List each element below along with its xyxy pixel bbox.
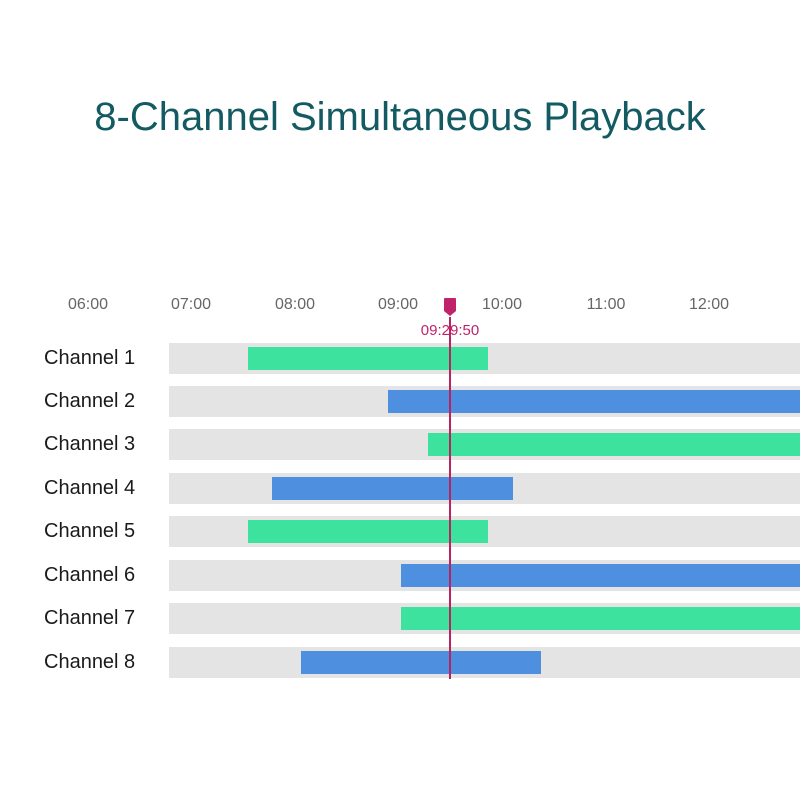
recording-segment[interactable] <box>401 607 800 630</box>
recording-segment[interactable] <box>248 347 488 370</box>
tick-label: 08:00 <box>274 296 316 313</box>
channel-label: Channel 1 <box>44 347 136 369</box>
tick-label: 06:00 <box>67 296 109 313</box>
tick-label: 07:00 <box>170 296 212 313</box>
playhead-marker-icon[interactable] <box>444 298 456 316</box>
channel-track[interactable] <box>169 516 800 547</box>
page-title: 8-Channel Simultaneous Playback <box>94 95 706 139</box>
channel-track[interactable] <box>169 386 800 417</box>
channel-label: Channel 8 <box>44 651 136 673</box>
channel-track[interactable] <box>169 429 800 460</box>
channel-track[interactable] <box>169 603 800 634</box>
recording-segment[interactable] <box>428 433 800 456</box>
channel-label: Channel 5 <box>44 520 136 542</box>
channel-label: Channel 6 <box>44 564 136 586</box>
recording-segment[interactable] <box>248 520 488 543</box>
channel-track[interactable] <box>169 647 800 678</box>
channel-label: Channel 4 <box>44 477 136 499</box>
tick-label: 09:00 <box>377 296 419 313</box>
recording-segment[interactable] <box>388 390 800 413</box>
tick-label: 10:00 <box>481 296 523 313</box>
recording-segment[interactable] <box>401 564 800 587</box>
channel-label: Channel 7 <box>44 607 136 629</box>
channel-label: Channel 3 <box>44 433 136 455</box>
channel-label: Channel 2 <box>44 390 136 412</box>
channel-track[interactable] <box>169 560 800 591</box>
channel-track[interactable] <box>169 473 800 504</box>
recording-segment[interactable] <box>301 651 541 674</box>
tick-label: 11:00 <box>586 296 626 313</box>
channel-track[interactable] <box>169 343 800 374</box>
playhead-line[interactable] <box>449 317 451 679</box>
recording-segment[interactable] <box>272 477 513 500</box>
tick-label: 12:00 <box>688 296 730 313</box>
